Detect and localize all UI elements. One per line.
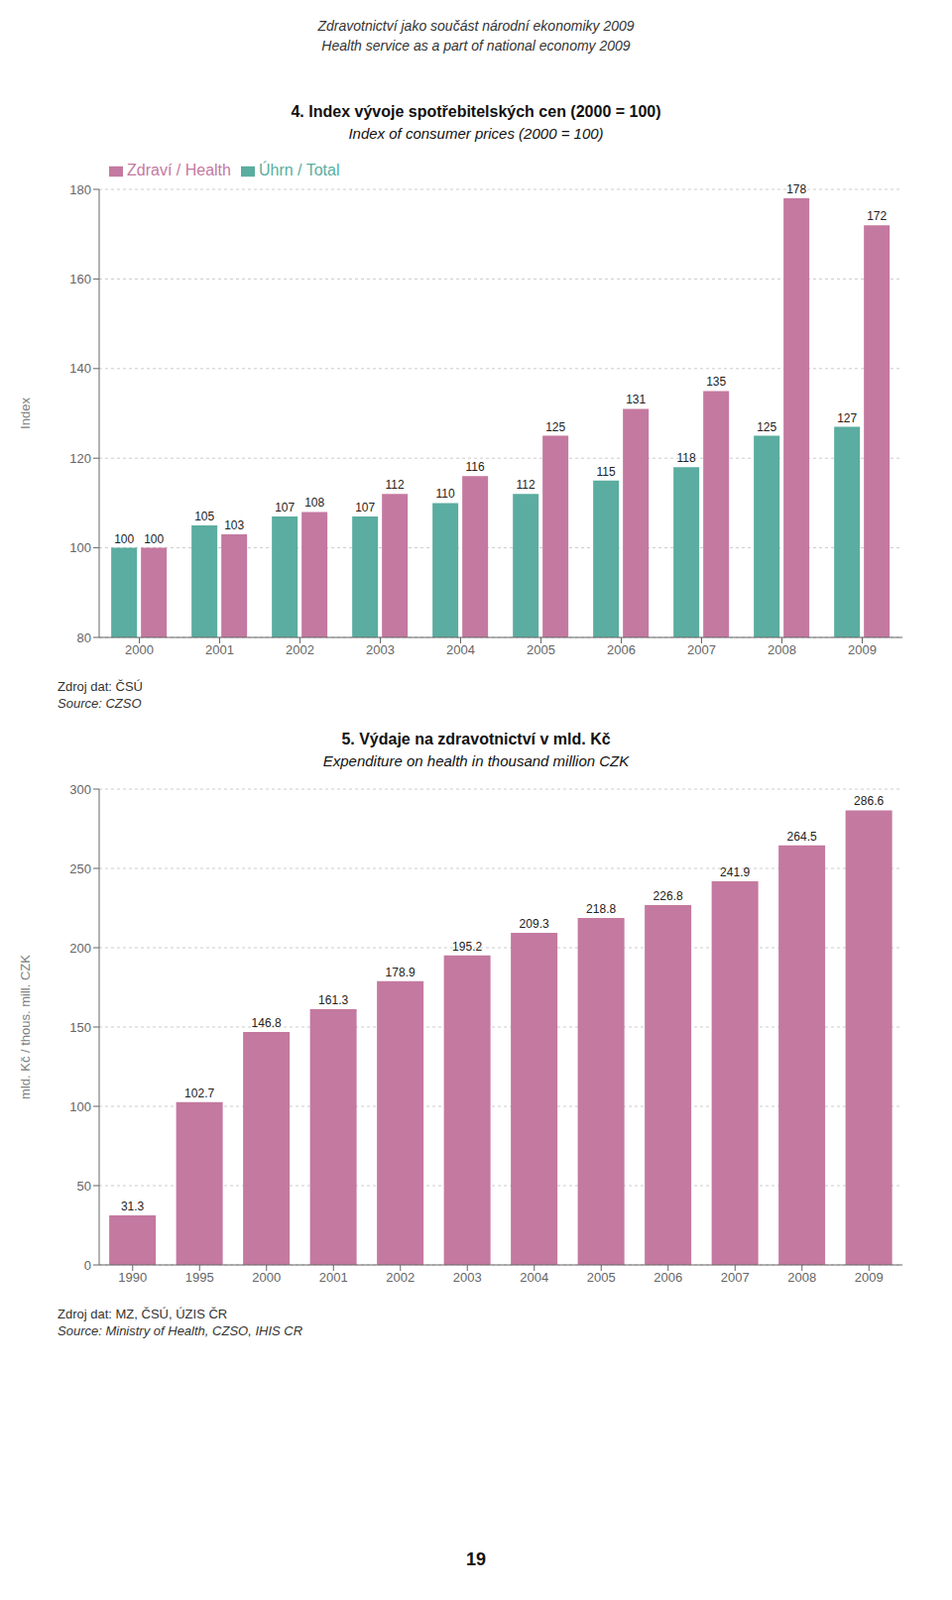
- svg-text:120: 120: [69, 451, 92, 467]
- svg-text:105: 105: [194, 509, 215, 524]
- html-text:Health service as a part of na: Health service as a part of national eco…: [321, 37, 631, 54]
- svg-text:2002: 2002: [285, 642, 315, 658]
- svg-text:2005: 2005: [526, 642, 556, 658]
- svg-text:160: 160: [69, 271, 92, 287]
- svg-text:172: 172: [866, 209, 887, 224]
- svg-text:127: 127: [836, 411, 857, 426]
- svg-text:Index: Index: [17, 397, 33, 430]
- html-text:Source: CZSO: Source: CZSO: [57, 696, 142, 712]
- svg-text:300: 300: [69, 782, 92, 798]
- svg-text:131: 131: [625, 392, 646, 407]
- svg-text:116: 116: [466, 460, 485, 475]
- html-text:Index of consumer prices (2000: Index of consumer prices (2000 = 100): [348, 124, 604, 142]
- svg-text:2006: 2006: [653, 1270, 683, 1286]
- svg-text:135: 135: [706, 374, 726, 389]
- html-text:Úhrn / Total: Úhrn / Total: [258, 161, 340, 179]
- svg-text:50: 50: [77, 1179, 92, 1194]
- html-text:5. Výdaje na zdravotnictví v m: 5. Výdaje na zdravotnictví v mld. Kč: [341, 730, 611, 748]
- svg-text:2007: 2007: [720, 1270, 750, 1286]
- svg-text:100: 100: [143, 532, 164, 547]
- svg-text:108: 108: [304, 495, 325, 510]
- svg-text:200: 200: [69, 941, 92, 956]
- svg-text:250: 250: [69, 861, 92, 877]
- svg-text:2006: 2006: [606, 642, 636, 658]
- html-text:19: 19: [466, 1549, 486, 1570]
- svg-text:2008: 2008: [787, 1270, 817, 1286]
- svg-text:146.8: 146.8: [251, 1016, 282, 1031]
- svg-text:218.8: 218.8: [586, 902, 616, 917]
- svg-text:178.9: 178.9: [385, 965, 416, 980]
- svg-text:286.6: 286.6: [853, 794, 884, 809]
- svg-text:125: 125: [756, 420, 777, 435]
- svg-text:100: 100: [69, 540, 92, 556]
- svg-text:102.7: 102.7: [184, 1086, 215, 1101]
- svg-text:80: 80: [77, 630, 92, 646]
- svg-text:264.5: 264.5: [787, 830, 818, 844]
- svg-text:2000: 2000: [124, 642, 154, 658]
- html-text:Zdroj dat: MZ, ČSÚ, ÚZIS ČR: Zdroj dat: MZ, ČSÚ, ÚZIS ČR: [57, 1307, 228, 1322]
- svg-text:226.8: 226.8: [653, 889, 684, 904]
- svg-text:2001: 2001: [205, 642, 235, 658]
- svg-text:107: 107: [355, 500, 375, 515]
- svg-text:112: 112: [516, 477, 536, 492]
- svg-text:161.3: 161.3: [318, 993, 349, 1008]
- svg-text:110: 110: [436, 486, 456, 501]
- svg-text:195.2: 195.2: [452, 940, 482, 954]
- svg-text:2004: 2004: [519, 1270, 549, 1286]
- html-text:Zdroj dat: ČSÚ: Zdroj dat: ČSÚ: [57, 679, 143, 695]
- svg-text:180: 180: [69, 182, 92, 198]
- svg-text:1995: 1995: [185, 1270, 215, 1286]
- html-text:Zdravotnictví jako součást nár: Zdravotnictví jako součást národní ekono…: [317, 17, 635, 34]
- svg-text:103: 103: [224, 518, 244, 533]
- svg-text:115: 115: [596, 465, 616, 479]
- svg-text:241.9: 241.9: [719, 865, 750, 880]
- svg-text:100: 100: [69, 1099, 92, 1115]
- html-text:Zdraví / Health: Zdraví / Health: [126, 161, 231, 179]
- html-text:Expenditure on health in thous: Expenditure on health in thousand millio…: [322, 752, 630, 770]
- svg-text:2005: 2005: [587, 1270, 616, 1286]
- svg-text:2007: 2007: [687, 642, 716, 658]
- svg-text:0: 0: [84, 1258, 92, 1274]
- svg-text:31.3: 31.3: [120, 1199, 145, 1214]
- svg-text:2004: 2004: [446, 642, 476, 658]
- svg-text:112: 112: [385, 477, 405, 492]
- svg-text:2008: 2008: [767, 642, 797, 658]
- svg-text:2009: 2009: [854, 1270, 884, 1286]
- svg-text:100: 100: [114, 532, 134, 547]
- html-text:4. Index vývoje spotřebitelský: 4. Index vývoje spotřebitelských cen (20…: [291, 103, 661, 120]
- svg-text:178: 178: [786, 182, 807, 197]
- svg-text:2002: 2002: [385, 1270, 415, 1286]
- svg-text:mld. Kč / thous. mill. CZK: mld. Kč / thous. mill. CZK: [17, 954, 33, 1100]
- svg-text:2000: 2000: [251, 1270, 281, 1286]
- svg-text:150: 150: [69, 1020, 92, 1036]
- svg-text:118: 118: [677, 451, 697, 466]
- html-text:Source: Ministry of Health, CZ: Source: Ministry of Health, CZSO, IHIS C…: [57, 1323, 303, 1339]
- svg-text:1990: 1990: [118, 1270, 147, 1286]
- svg-text:2009: 2009: [847, 642, 877, 658]
- svg-text:2001: 2001: [319, 1270, 349, 1286]
- svg-text:107: 107: [274, 500, 295, 515]
- svg-text:2003: 2003: [365, 642, 395, 658]
- svg-text:125: 125: [545, 420, 566, 435]
- svg-text:140: 140: [69, 360, 92, 376]
- svg-text:2003: 2003: [453, 1270, 482, 1286]
- svg-text:209.3: 209.3: [519, 917, 550, 932]
